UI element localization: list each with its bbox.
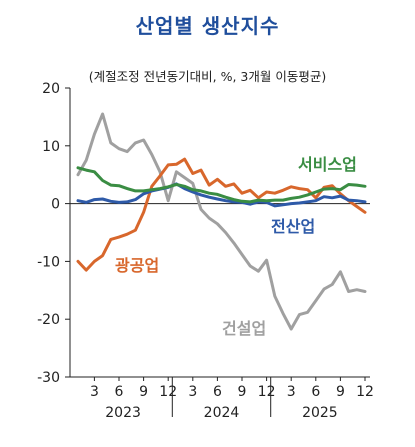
year-label: 2024	[204, 405, 240, 421]
x-tick-label: 3	[287, 384, 296, 400]
x-tick-label: 12	[258, 384, 276, 400]
series-line-mining	[76, 157, 367, 272]
x-tick-label: 3	[188, 384, 197, 400]
y-tick-label: 20	[42, 81, 60, 97]
year-label: 2025	[302, 405, 338, 421]
x-tick-label: 9	[238, 384, 247, 400]
y-tick-label: 10	[42, 139, 60, 155]
y-tick-label: -20	[37, 312, 60, 328]
series-label-services: 서비스업	[298, 155, 357, 174]
x-tick-label: 6	[115, 384, 124, 400]
x-tick-label: 6	[213, 384, 222, 400]
x-tick-label: 3	[90, 384, 99, 400]
series-label-construction: 건설업	[222, 319, 266, 338]
chart-title: 산업별 생산지수	[135, 14, 280, 38]
y-tick-label: -10	[37, 254, 60, 270]
x-tick-label: 12	[159, 384, 177, 400]
x-tick-label: 9	[139, 384, 148, 400]
series-line-total	[76, 182, 367, 208]
series-line-services	[76, 166, 367, 204]
year-label: 2023	[105, 405, 141, 421]
chart-subtitle: (계절조정 전년동기대비, %, 3개월 이동평균)	[88, 69, 327, 84]
series-line-construction	[76, 112, 367, 331]
series-label-mining: 광공업	[115, 256, 159, 275]
x-tick-label: 9	[336, 384, 345, 400]
series-label-total: 전산업	[271, 217, 315, 236]
y-tick-label: -30	[37, 370, 60, 386]
x-tick-label: 6	[311, 384, 320, 400]
x-tick-label: 12	[356, 384, 374, 400]
y-tick-label: 0	[51, 197, 60, 213]
